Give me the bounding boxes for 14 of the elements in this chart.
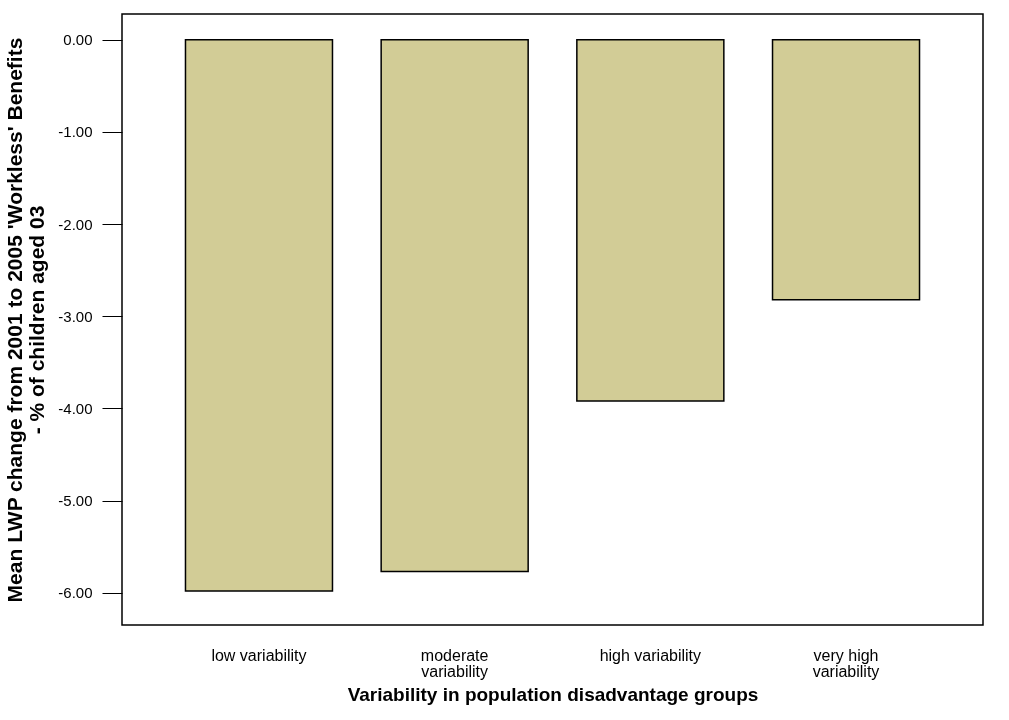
y-tick-label: -2.00 bbox=[58, 215, 93, 233]
x-tick-label: high variability bbox=[599, 646, 702, 664]
text: Mean LWP change from 2001 to 2005 'Workless' Benefits bbox=[3, 37, 27, 603]
x-tick-label: moderate variability bbox=[420, 646, 489, 680]
x-axis-title: Variability in population disadvantage groups bbox=[347, 683, 759, 705]
y-tick-label: -5.00 bbox=[58, 492, 93, 510]
y-tick-label: -1.00 bbox=[58, 123, 93, 141]
y-tick-label: -6.00 bbox=[58, 584, 93, 602]
x-tick-label: very high variability bbox=[812, 646, 880, 680]
x-tick-label: low variability bbox=[211, 646, 307, 664]
y-tick-label: 0.00 bbox=[63, 31, 93, 49]
y-tick-label: -4.00 bbox=[58, 399, 93, 417]
y-tick-label: -3.00 bbox=[58, 307, 93, 325]
text: - % of children aged 03 bbox=[25, 205, 49, 435]
